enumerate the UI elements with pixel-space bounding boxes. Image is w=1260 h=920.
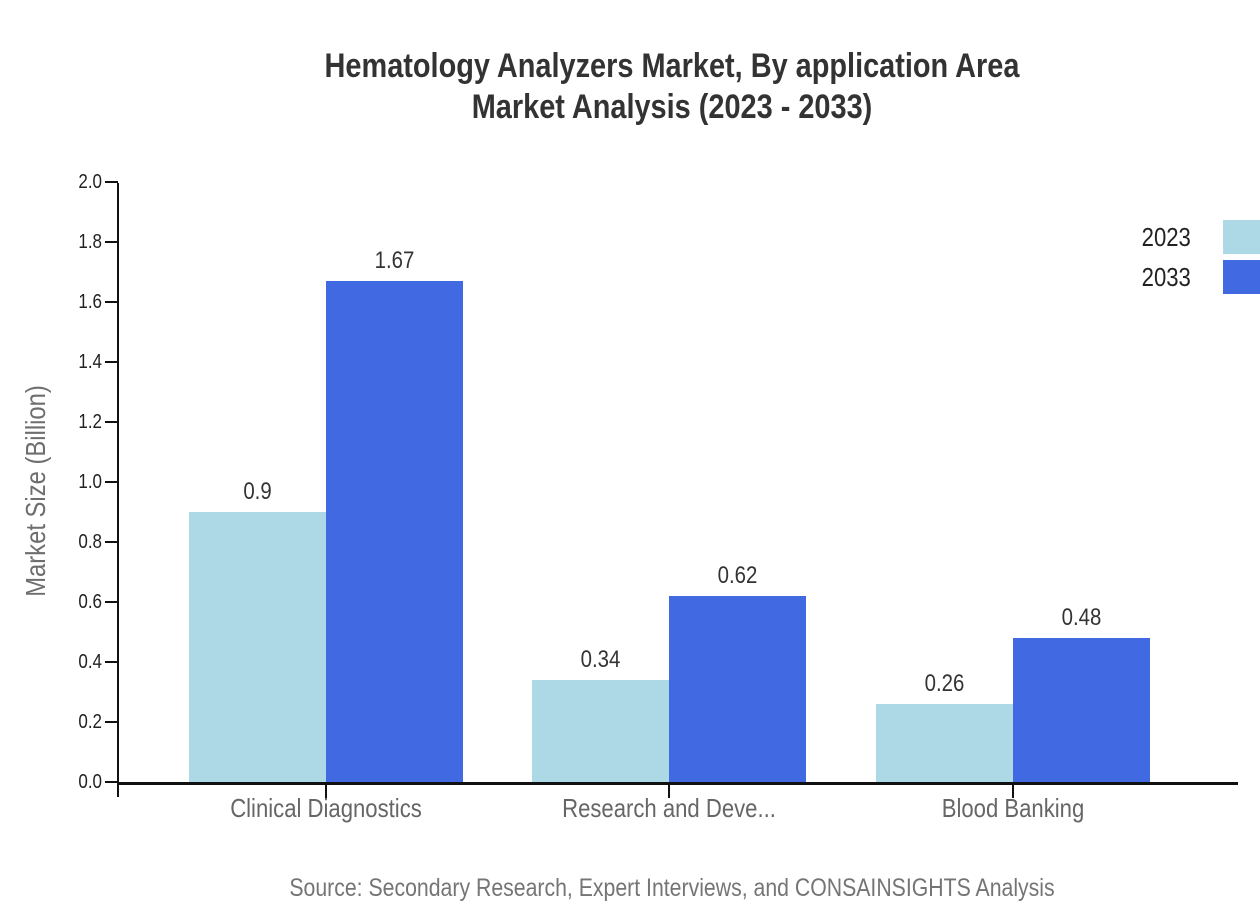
- x-axis-tick: [1012, 785, 1014, 798]
- legend-color-swatch: [1223, 260, 1260, 294]
- legend-label: 2023: [1133, 220, 1191, 254]
- y-axis-tick-label-text: 0.4: [78, 651, 102, 673]
- bar-value-label-text: 1.67: [374, 247, 414, 274]
- y-axis-tick-label-text: 2.0: [78, 171, 102, 193]
- y-axis-tick: [105, 781, 118, 783]
- bar-2023-clinical-diagnostics[interactable]: [188, 512, 326, 782]
- bar-value-label-text: 0.26: [924, 670, 965, 697]
- y-axis-tick: [105, 541, 118, 543]
- bar-2033-blood-banking[interactable]: [1013, 638, 1150, 782]
- bar-value-label: 0.34: [492, 648, 709, 672]
- y-axis-tick-label: 0.4: [30, 650, 102, 674]
- y-axis-tick-label-text: 1.4: [78, 351, 102, 373]
- y-axis-tick: [105, 661, 118, 663]
- y-axis-tick-label-text: 1.8: [78, 231, 102, 253]
- y-axis-tick: [105, 361, 118, 363]
- y-axis-line: [117, 183, 119, 797]
- chart-title: Hematology Analyzers Market, By applicat…: [84, 46, 1260, 128]
- y-axis-tick: [105, 601, 118, 603]
- bar-value-label: 1.67: [286, 249, 503, 273]
- y-axis-tick-label: 1.4: [30, 350, 102, 374]
- y-axis-tick: [105, 721, 118, 723]
- legend-label-text: 2033: [1141, 262, 1191, 292]
- bar-value-label: 0.48: [973, 606, 1190, 630]
- y-axis-tick-label-text: 0.0: [78, 771, 102, 793]
- x-axis-label: Research and Deve...: [489, 793, 849, 823]
- x-axis-label-text: Research and Deve...: [562, 793, 776, 823]
- y-axis-tick-label: 0.0: [30, 770, 102, 794]
- y-axis-tick-label-text: 0.6: [78, 591, 102, 613]
- chart-title-line-1: Hematology Analyzers Market, By applicat…: [324, 47, 1020, 85]
- x-axis-label-text: Blood Banking: [941, 793, 1085, 823]
- bar-value-label: 0.26: [836, 672, 1053, 696]
- bar-value-label-text: 0.48: [1061, 604, 1102, 631]
- legend-label: 2033: [1133, 260, 1191, 294]
- x-axis-tick: [324, 785, 327, 798]
- bar-value-label: 0.62: [629, 564, 846, 588]
- bar-value-label-text: 0.9: [242, 478, 272, 505]
- y-axis-tick: [105, 181, 118, 183]
- y-axis-tick-label: 1.0: [30, 470, 102, 494]
- y-axis-tick-label: 0.8: [30, 530, 102, 554]
- legend: 2023 2033: [1133, 220, 1260, 300]
- legend-item-2033[interactable]: 2033: [1133, 260, 1260, 294]
- bar-value-label: 0.9: [149, 480, 366, 504]
- y-axis-tick-label-text: 1.6: [78, 291, 102, 313]
- chart-title-line-2: Market Analysis (2023 - 2033): [471, 88, 873, 126]
- y-axis-tick-label: 1.6: [30, 290, 102, 314]
- y-axis-tick-label: 2.0: [30, 170, 102, 194]
- bar-value-label-text: 0.34: [580, 646, 621, 673]
- y-axis-tick-label-text: 1.2: [78, 411, 102, 433]
- y-axis-tick-label-text: 0.8: [78, 531, 102, 553]
- source-note: Source: Secondary Research, Expert Inter…: [289, 874, 1055, 902]
- y-axis-tick: [105, 241, 118, 243]
- x-axis-line: [117, 782, 1238, 785]
- y-axis-tick: [105, 301, 118, 303]
- y-axis-tick: [105, 481, 118, 483]
- x-axis-label: Clinical Diagnostics: [146, 793, 506, 823]
- bar-2033-research-and-deve[interactable]: [669, 596, 806, 782]
- y-axis-tick: [105, 421, 118, 423]
- bar-2033-clinical-diagnostics[interactable]: [325, 281, 463, 782]
- y-axis-tick-label-text: 1.0: [78, 471, 102, 493]
- x-axis-label: Blood Banking: [833, 793, 1193, 823]
- x-axis-label-text: Clinical Diagnostics: [229, 793, 422, 823]
- y-axis-tick-label: 0.2: [30, 710, 102, 734]
- bar-value-label-text: 0.62: [717, 562, 758, 589]
- y-axis-tick-label: 0.6: [30, 590, 102, 614]
- legend-color-swatch: [1223, 220, 1260, 254]
- bar-2023-research-and-deve[interactable]: [532, 680, 669, 782]
- y-axis-tick-label-text: 0.2: [78, 711, 102, 733]
- x-axis-tick: [668, 785, 670, 798]
- legend-item-2023[interactable]: 2023: [1133, 220, 1260, 254]
- y-axis-tick-label: 1.2: [30, 410, 102, 434]
- y-axis-tick-label: 1.8: [30, 230, 102, 254]
- legend-label-text: 2023: [1141, 222, 1191, 252]
- bar-2023-blood-banking[interactable]: [876, 704, 1013, 782]
